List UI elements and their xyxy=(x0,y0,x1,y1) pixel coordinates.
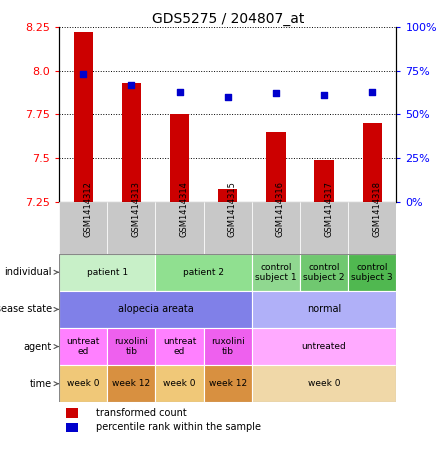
Text: percentile rank within the sample: percentile rank within the sample xyxy=(96,422,261,433)
Text: control
subject 3: control subject 3 xyxy=(351,263,393,282)
Bar xyxy=(107,328,155,365)
Text: GSM1414313: GSM1414313 xyxy=(131,181,141,237)
Bar xyxy=(59,254,155,291)
Bar xyxy=(266,132,286,202)
Text: control
subject 1: control subject 1 xyxy=(255,263,297,282)
Bar xyxy=(252,291,396,328)
Text: disease state: disease state xyxy=(0,304,58,314)
Bar xyxy=(155,202,204,254)
Bar xyxy=(252,202,300,254)
Bar xyxy=(59,291,252,328)
Text: patient 2: patient 2 xyxy=(183,268,224,277)
Point xyxy=(176,88,183,95)
Bar xyxy=(252,328,396,365)
Bar xyxy=(59,202,107,254)
Text: untreat
ed: untreat ed xyxy=(163,337,196,356)
Text: ruxolini
tib: ruxolini tib xyxy=(114,337,148,356)
Text: normal: normal xyxy=(307,304,341,314)
Bar xyxy=(348,254,396,291)
Text: untreat
ed: untreat ed xyxy=(67,337,100,356)
Text: GSM1414318: GSM1414318 xyxy=(372,181,381,237)
Bar xyxy=(314,160,334,202)
Bar xyxy=(59,328,107,365)
Bar xyxy=(204,202,252,254)
Bar xyxy=(300,254,348,291)
Bar xyxy=(66,408,78,418)
Text: time: time xyxy=(30,379,58,389)
Text: week 12: week 12 xyxy=(112,379,151,388)
Text: week 12: week 12 xyxy=(208,379,247,388)
Text: patient 1: patient 1 xyxy=(87,268,128,277)
Bar xyxy=(204,328,252,365)
Text: GSM1414314: GSM1414314 xyxy=(180,182,189,237)
Bar xyxy=(204,365,252,402)
Point xyxy=(369,88,376,95)
Point xyxy=(128,81,135,88)
Point xyxy=(80,71,87,78)
Text: GSM1414317: GSM1414317 xyxy=(324,181,333,237)
Text: agent: agent xyxy=(24,342,58,352)
Bar xyxy=(363,123,382,202)
Bar xyxy=(348,202,396,254)
Bar xyxy=(300,202,348,254)
Bar xyxy=(155,365,204,402)
Text: week 0: week 0 xyxy=(163,379,196,388)
Bar xyxy=(122,83,141,202)
Bar xyxy=(170,115,189,202)
Bar xyxy=(252,254,300,291)
Text: week 0: week 0 xyxy=(67,379,99,388)
Bar xyxy=(107,202,155,254)
Text: untreated: untreated xyxy=(302,342,346,351)
Title: GDS5275 / 204807_at: GDS5275 / 204807_at xyxy=(152,12,304,26)
Bar xyxy=(155,328,204,365)
Bar xyxy=(218,189,237,202)
Bar xyxy=(155,254,252,291)
Bar xyxy=(66,423,78,432)
Point xyxy=(224,93,231,101)
Text: week 0: week 0 xyxy=(308,379,340,388)
Text: control
subject 2: control subject 2 xyxy=(304,263,345,282)
Text: individual: individual xyxy=(4,267,58,277)
Bar xyxy=(107,365,155,402)
Text: GSM1414312: GSM1414312 xyxy=(83,182,92,237)
Text: GSM1414316: GSM1414316 xyxy=(276,181,285,237)
Point xyxy=(272,90,279,97)
Text: ruxolini
tib: ruxolini tib xyxy=(211,337,245,356)
Text: transformed count: transformed count xyxy=(96,408,187,418)
Bar xyxy=(59,365,107,402)
Bar xyxy=(252,365,396,402)
Point xyxy=(321,92,328,99)
Text: alopecia areata: alopecia areata xyxy=(118,304,193,314)
Bar xyxy=(74,33,93,202)
Text: GSM1414315: GSM1414315 xyxy=(228,182,237,237)
